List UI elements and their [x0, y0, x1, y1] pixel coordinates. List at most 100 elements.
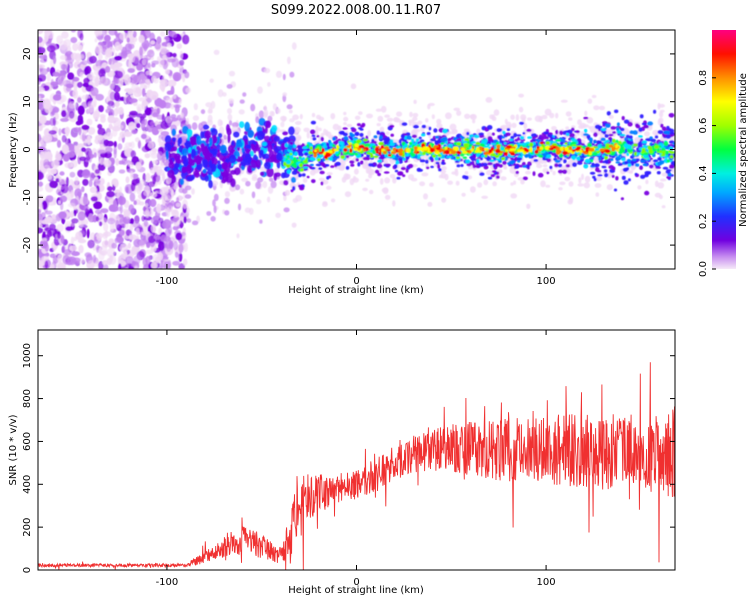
heatmap-cell — [247, 129, 254, 138]
heatmap-cell — [109, 222, 115, 232]
heatmap-cell — [604, 149, 611, 154]
heatmap-cell — [125, 176, 130, 184]
heatmap-cell — [172, 53, 177, 58]
heatmap-cell — [211, 180, 219, 187]
heatmap-cell — [440, 170, 447, 174]
heatmap-cell — [46, 30, 54, 39]
heatmap-cell — [78, 126, 82, 136]
heatmap-cell — [511, 122, 517, 128]
heatmap-cell — [398, 139, 402, 144]
heatmap-cell — [53, 56, 57, 65]
heatmap-cell — [160, 234, 167, 242]
heatmap-cell — [69, 245, 78, 252]
heatmap-cell — [362, 187, 368, 192]
heatmap-cell — [369, 153, 374, 159]
heatmap-cell — [367, 130, 371, 137]
heatmap-cell — [93, 179, 101, 184]
heatmap-cell — [535, 139, 541, 142]
heatmap-cell — [587, 98, 593, 104]
heatmap-cell — [49, 223, 56, 231]
heatmap-cell — [224, 197, 230, 204]
heatmap-cell — [49, 155, 53, 162]
heatmap-cell — [617, 163, 623, 166]
heatmap-cell — [170, 235, 175, 242]
heatmap-cell — [460, 164, 464, 167]
heatmap-cell — [619, 133, 626, 137]
heatmap-cell — [194, 172, 201, 178]
heatmap-cell — [127, 30, 134, 35]
heatmap-cell — [135, 161, 142, 170]
heatmap-cell — [567, 199, 573, 205]
heatmap-cell — [357, 153, 362, 159]
heatmap-cell — [356, 132, 360, 136]
heatmap-cell — [283, 195, 287, 201]
heatmap-cell — [604, 155, 609, 160]
heatmap-cell — [61, 110, 67, 118]
heatmap-cell — [302, 166, 309, 169]
heatmap-cell — [176, 43, 182, 49]
heatmap-cell — [613, 153, 618, 157]
heatmap-cell — [171, 174, 175, 180]
heatmap-cell — [70, 37, 78, 44]
heatmap-cell — [130, 150, 136, 159]
heatmap-cell — [245, 180, 251, 187]
heatmap-cell — [94, 38, 98, 43]
heatmap-cell — [462, 156, 468, 160]
heatmap-cell — [188, 147, 192, 155]
heatmap-cell — [440, 142, 445, 145]
heatmap-cell — [95, 134, 104, 141]
heatmap-cell — [647, 145, 652, 150]
heatmap-cell — [563, 159, 567, 164]
heatmap-cell — [546, 154, 552, 159]
heatmap-cell — [141, 145, 150, 153]
heatmap-cell — [423, 193, 428, 200]
heatmap-cell — [395, 160, 400, 165]
heatmap-cell — [259, 219, 263, 224]
heatmap-cell — [501, 136, 506, 139]
heatmap-cell — [588, 151, 592, 156]
heatmap-cell — [394, 169, 399, 173]
heatmap-cell — [136, 113, 143, 119]
heatmap-cell — [62, 64, 68, 73]
heatmap-cell — [432, 154, 437, 158]
heatmap-cell — [158, 142, 164, 147]
heatmap-cell — [570, 155, 577, 160]
heatmap-cell — [490, 142, 497, 146]
heatmap-cell — [166, 118, 172, 126]
heatmap-cell — [124, 75, 131, 86]
heatmap-cell — [52, 116, 57, 127]
heatmap-cell — [86, 228, 90, 239]
heatmap-cell — [422, 152, 426, 156]
heatmap-cell — [501, 156, 506, 161]
heatmap-cell — [646, 171, 652, 175]
heatmap-cell — [506, 145, 512, 149]
heatmap-cell — [383, 159, 389, 164]
heatmap-cell — [384, 177, 391, 184]
heatmap-cell — [112, 199, 117, 208]
heatmap-cell — [55, 178, 60, 183]
heatmap-cell — [488, 149, 492, 154]
heatmap-cell — [577, 183, 584, 187]
heatmap-cell — [276, 152, 283, 161]
heatmap-cell — [405, 153, 410, 157]
heatmap-cell — [133, 87, 140, 93]
heatmap-cell — [402, 157, 406, 161]
heatmap-cell — [128, 59, 132, 68]
heatmap-cell — [119, 32, 126, 41]
heatmap-cell — [254, 143, 260, 152]
heatmap-cell — [42, 233, 46, 239]
heatmap-cell — [177, 137, 181, 147]
heatmap-cell — [638, 141, 643, 146]
heatmap-cell — [600, 127, 607, 132]
heatmap-cell — [284, 143, 289, 148]
heatmap-cell — [645, 179, 649, 185]
heatmap-cell — [149, 198, 157, 208]
heatmap-cell — [138, 97, 146, 102]
heatmap-cell — [441, 166, 447, 171]
heatmap-cell — [174, 104, 180, 113]
heatmap-cell — [521, 116, 526, 123]
heatmap-cell — [408, 141, 413, 146]
heatmap-cell — [476, 159, 480, 164]
heatmap-cell — [60, 183, 69, 194]
heatmap-cell — [165, 207, 171, 218]
